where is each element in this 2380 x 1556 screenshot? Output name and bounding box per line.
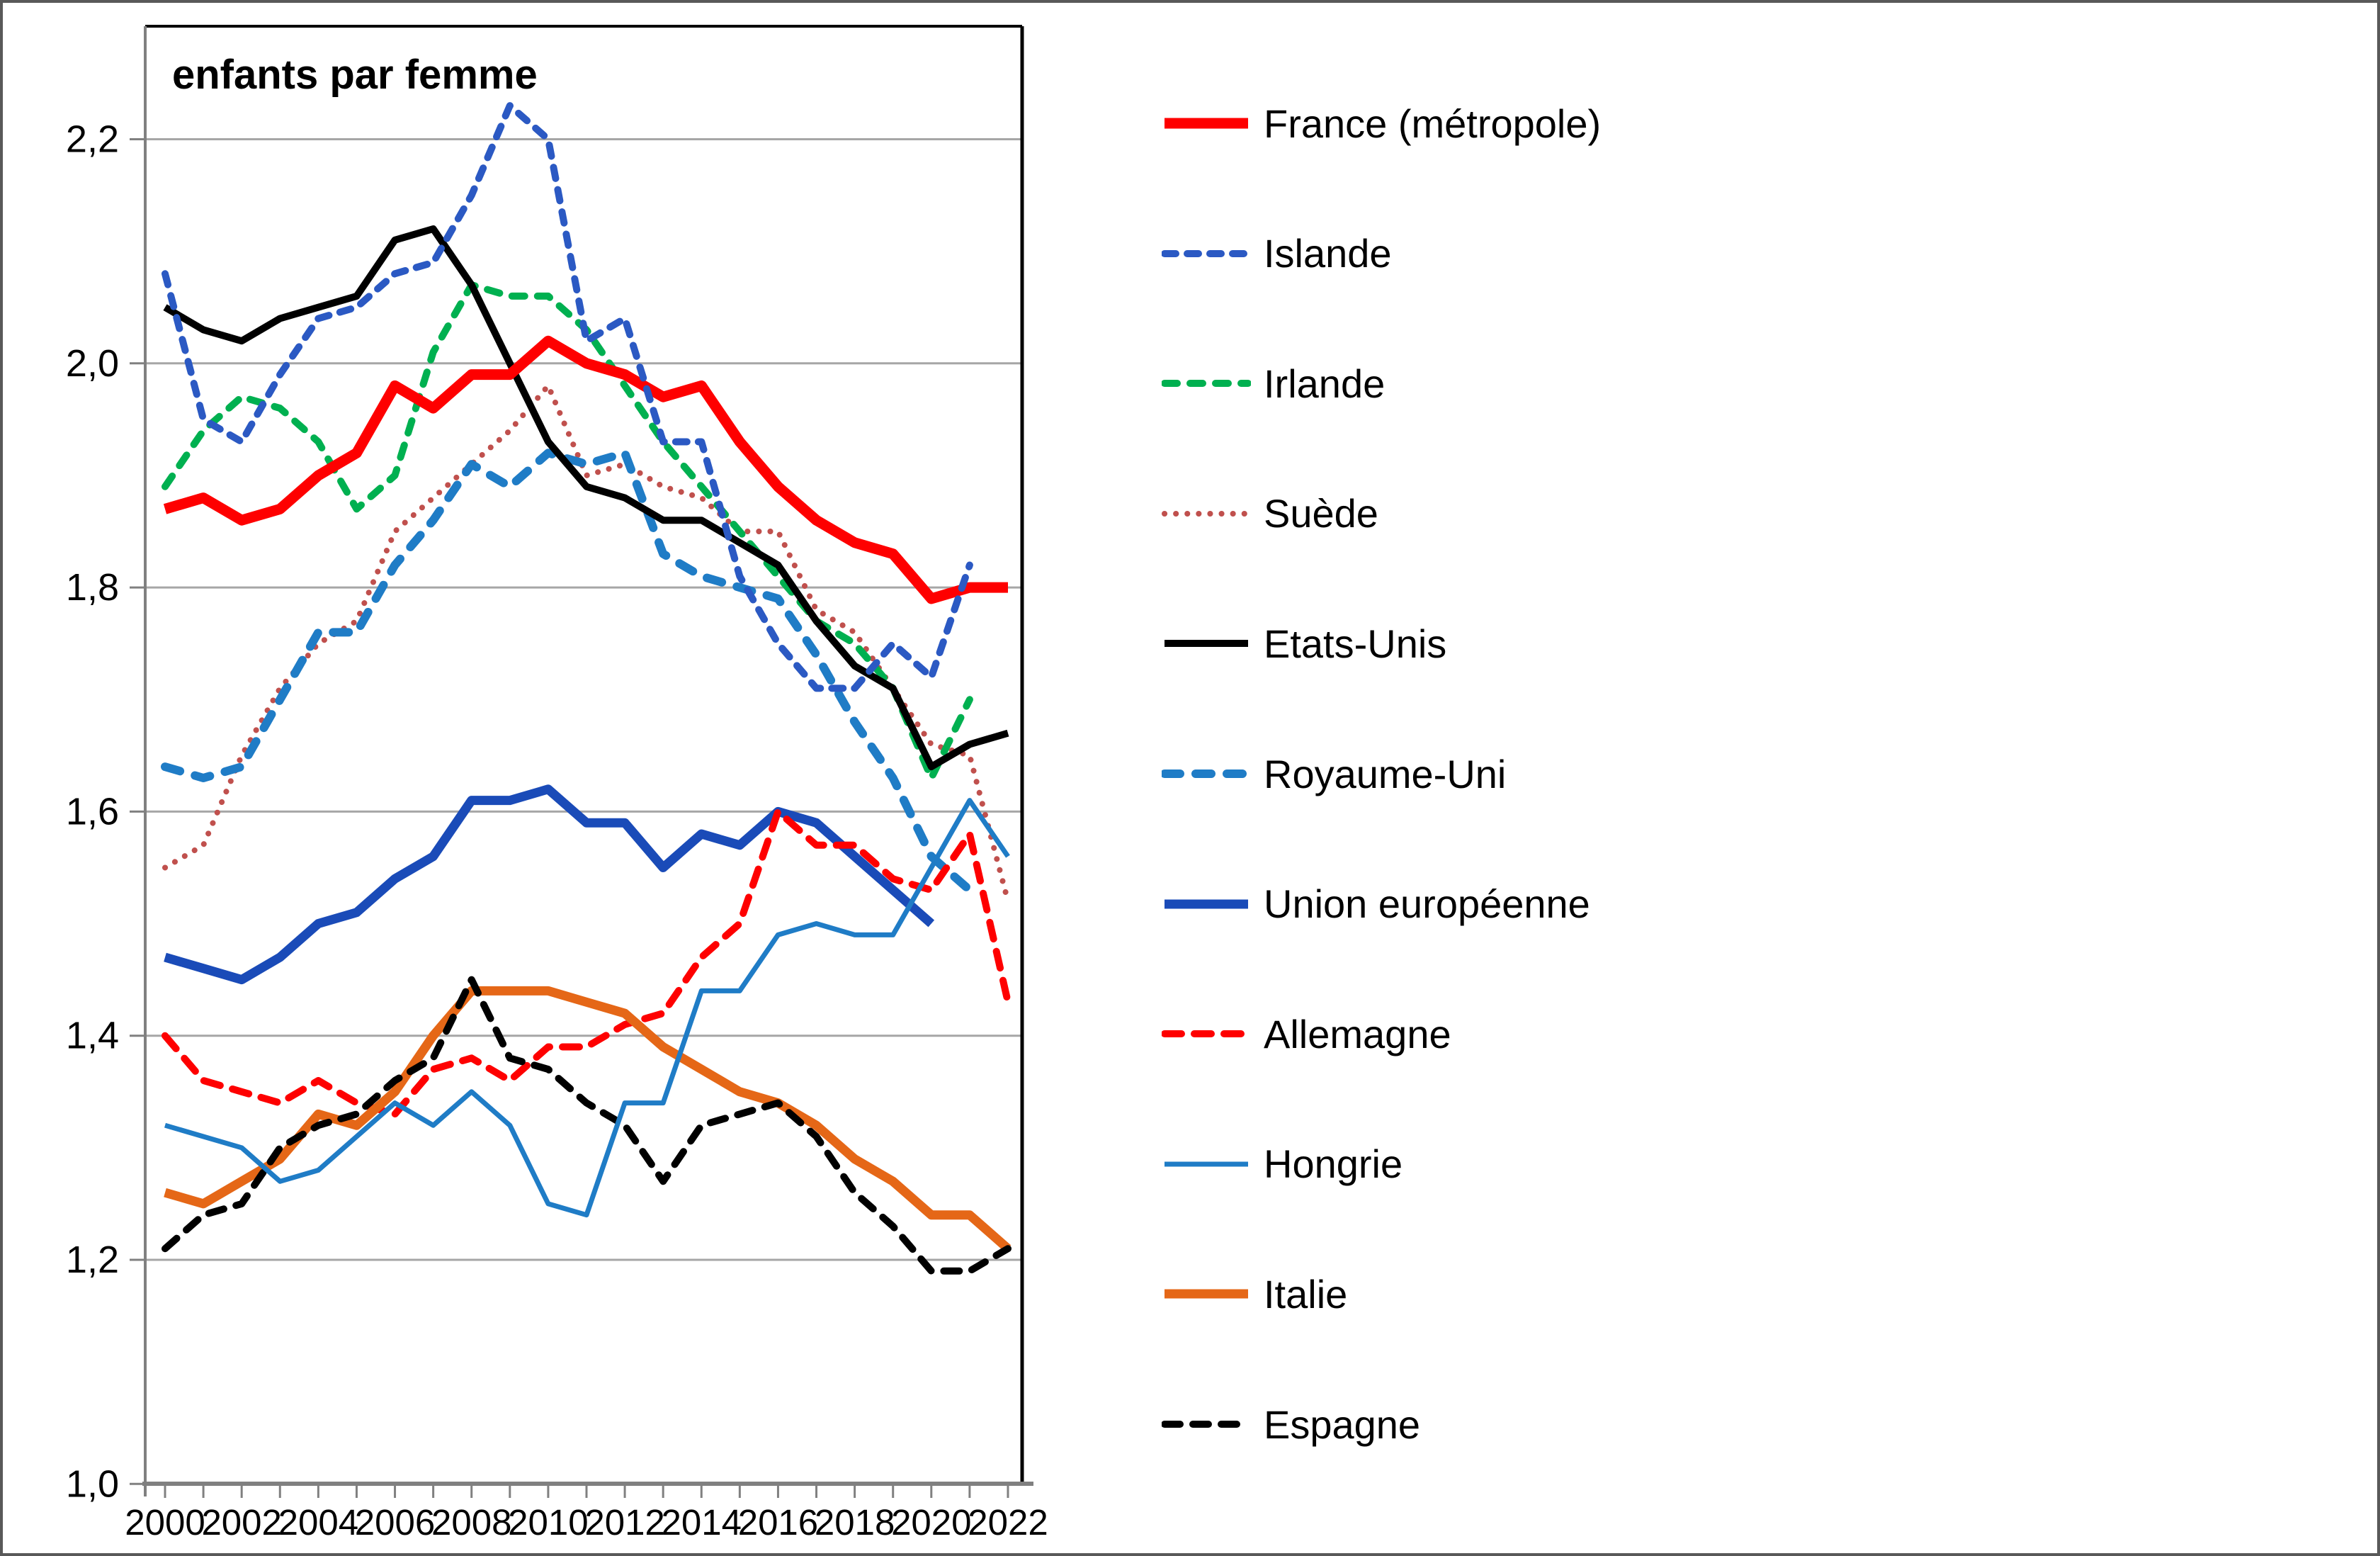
y-axis-label: 2,2 (66, 118, 119, 161)
series-line-union-europ-enne (164, 784, 935, 985)
legend-label: Etats-Unis (1264, 621, 1447, 666)
series-line-islande (162, 102, 973, 692)
legend: France (métropole) Islande Irlande Suède Eta… (1162, 0, 2366, 1556)
legend-swatch-line (1164, 1161, 1248, 1167)
legend-swatch-line (1162, 769, 1251, 778)
legend-item-su-de: Suède (1162, 491, 1378, 536)
x-axis-label: 2022 (968, 1502, 1048, 1543)
legend-swatch-line (1164, 899, 1248, 909)
x-axis-label: 2002 (201, 1502, 281, 1543)
y-axis-label: 1,0 (66, 1462, 119, 1505)
legend-label: Italie (1264, 1271, 1348, 1317)
x-axis-label: 2018 (815, 1502, 895, 1543)
series-line-italie (164, 986, 1012, 1253)
legend-label: Allemagne (1264, 1011, 1451, 1056)
legend-swatch-line (1162, 1421, 1251, 1428)
legend-label: Irlande (1264, 361, 1386, 406)
chart-title: enfants par femme (172, 52, 538, 98)
y-axis-label: 1,2 (66, 1239, 119, 1281)
legend-swatch-line (1162, 510, 1251, 517)
series-line-espagne (162, 976, 1012, 1275)
legend-label: Islande (1264, 231, 1392, 276)
legend-label: Royaume-Uni (1264, 751, 1507, 796)
x-axis-label: 2014 (662, 1502, 742, 1543)
x-axis-label: 2020 (891, 1502, 971, 1543)
x-axis-label: 2006 (355, 1502, 435, 1543)
legend-label: France (métropole) (1264, 101, 1602, 146)
y-axis-label: 1,8 (66, 566, 119, 609)
legend-item-france-m-tropole-: France (métropole) (1162, 101, 1602, 146)
series-line-royaume-uni (161, 449, 974, 895)
y-axis-label: 1,4 (66, 1015, 119, 1057)
legend-swatch-line (1164, 118, 1248, 129)
legend-item-royaume-uni: Royaume-Uni (1162, 751, 1507, 796)
series-line-su-de (162, 383, 1011, 904)
legend-label: Hongrie (1264, 1141, 1403, 1187)
legend-item-etats-unis: Etats-Unis (1162, 621, 1447, 666)
series-line-france-m-tropole- (163, 335, 1008, 604)
series-line-allemagne (162, 808, 1012, 1118)
legend-label: Suède (1264, 491, 1378, 536)
plot-area: 1,0 1,2 1,4 1,6 1,8 2,0 2,2 2000200220042006200… (66, 25, 1048, 1543)
legend-label: Union européenne (1264, 881, 1590, 927)
legend-swatch-line (1164, 640, 1248, 648)
legend-item-allemagne: Allemagne (1162, 1011, 1451, 1056)
x-axis-label: 2000 (125, 1502, 205, 1543)
legend-item-espagne: Espagne (1162, 1402, 1421, 1447)
legend-swatch-line (1164, 1289, 1248, 1299)
x-axis-label: 2016 (738, 1502, 818, 1543)
legend-swatch-line (1162, 1030, 1251, 1038)
legend-item-union-europ-enne: Union européenne (1162, 881, 1590, 927)
legend-item-islande: Islande (1162, 231, 1392, 276)
y-axis-label: 1,6 (66, 790, 119, 833)
legend-item-irlande: Irlande (1162, 361, 1386, 406)
x-axis-label: 2004 (278, 1502, 358, 1543)
series-line-hongrie (164, 798, 1010, 1218)
fertility-chart: 1,0 1,2 1,4 1,6 1,8 2,0 2,2 2000 2002 2004 2006 200… (0, 0, 1094, 1556)
series-line-irlande (162, 281, 973, 782)
legend-item-hongrie: Hongrie (1162, 1141, 1403, 1187)
x-axis-label: 2008 (431, 1502, 511, 1543)
x-axis-label: 2012 (584, 1502, 664, 1543)
y-axis-label: 2,0 (66, 342, 119, 385)
legend-swatch-line (1162, 249, 1251, 257)
legend-swatch-line (1162, 380, 1251, 388)
legend-label: Espagne (1264, 1402, 1421, 1447)
x-axis-label: 2010 (508, 1502, 588, 1543)
legend-item-italie: Italie (1162, 1271, 1348, 1317)
